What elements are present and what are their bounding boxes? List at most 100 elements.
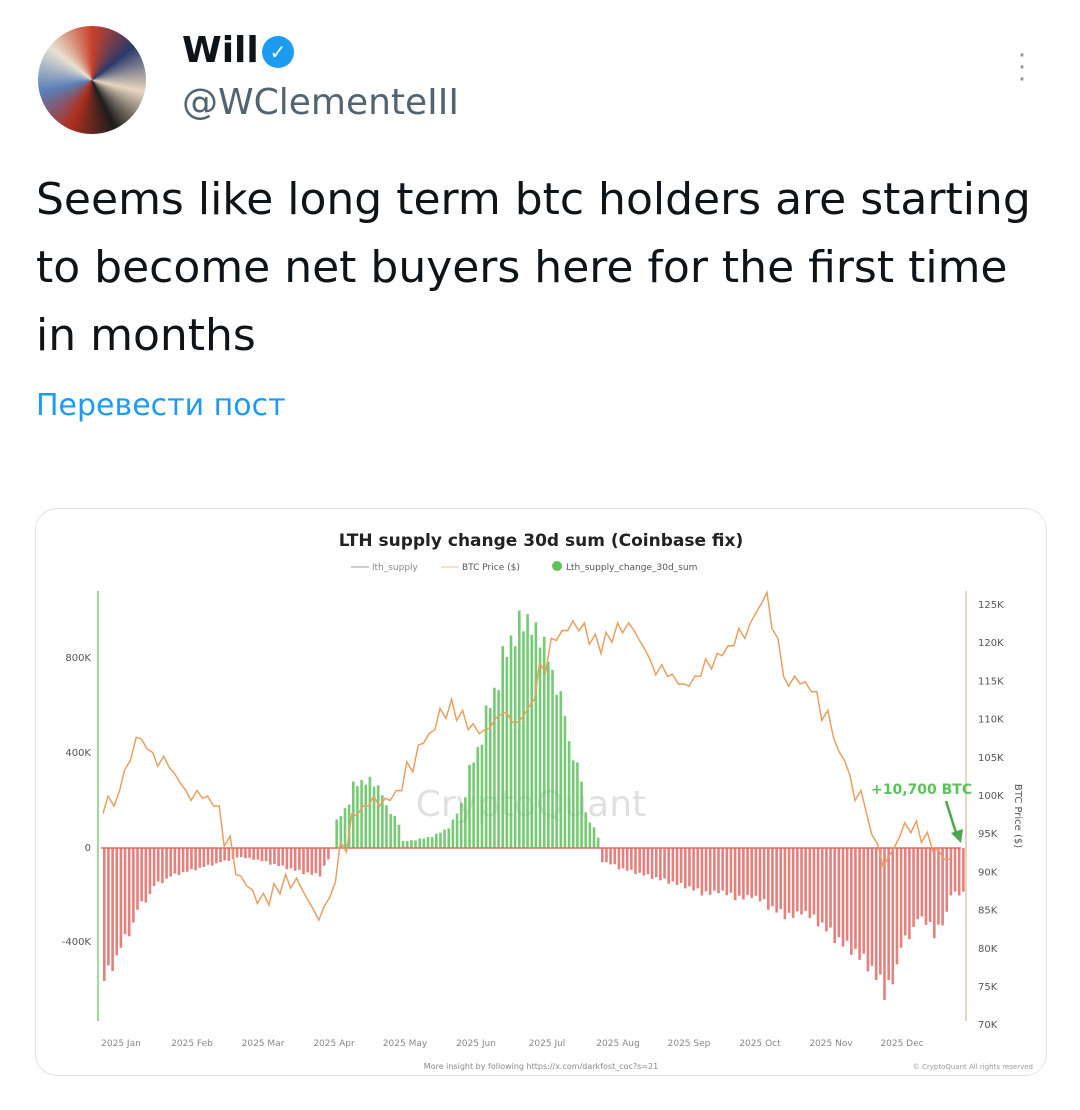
x-tick: 2025 Nov	[809, 1039, 853, 1049]
bar	[625, 848, 629, 871]
right-axis-label: BTC Price ($)	[1012, 784, 1023, 848]
bar	[289, 848, 293, 869]
left-tick: 400K	[65, 748, 91, 759]
bar	[820, 848, 824, 923]
bar	[621, 848, 625, 869]
legend-price: BTC Price ($)	[462, 563, 520, 573]
author-handle[interactable]: @WClementeIII	[182, 82, 460, 123]
left-tick: 0	[85, 843, 91, 854]
bar	[389, 814, 392, 848]
bar	[509, 635, 513, 848]
bar	[642, 848, 646, 876]
bar	[522, 631, 525, 848]
bar	[156, 848, 160, 882]
bar	[410, 840, 413, 848]
chart-footer: More insight by following https://x.com/…	[424, 1062, 658, 1071]
bar	[103, 848, 106, 981]
bar	[202, 848, 206, 867]
bar	[476, 747, 480, 848]
bar	[273, 848, 276, 865]
bar	[347, 804, 351, 848]
bar	[791, 848, 795, 918]
right-tick: 115K	[978, 676, 1004, 687]
x-tick: 2025 Jan	[101, 1039, 141, 1049]
bar	[215, 848, 218, 864]
bar	[754, 848, 758, 896]
bar	[862, 848, 866, 954]
bar	[430, 837, 434, 848]
bar	[775, 848, 778, 913]
avatar[interactable]	[38, 26, 146, 134]
bar	[962, 848, 965, 892]
bar	[663, 848, 666, 879]
bar	[194, 848, 197, 871]
bar	[285, 848, 289, 870]
bar	[401, 840, 405, 848]
bar	[144, 848, 148, 903]
bar	[223, 848, 226, 861]
bar	[169, 848, 172, 877]
bar	[891, 848, 895, 985]
bar	[186, 848, 189, 872]
bar	[841, 848, 845, 947]
bar	[190, 848, 193, 870]
bar	[115, 848, 119, 956]
left-tick: 800K	[65, 653, 91, 664]
bar	[414, 840, 417, 848]
bar	[422, 838, 426, 848]
bar	[895, 848, 899, 965]
tweet-text: Seems like long term btc holders are sta…	[36, 174, 1031, 361]
more-vertical-icon[interactable]: · · ·	[1017, 41, 1027, 95]
bar	[746, 848, 749, 896]
x-tick: 2025 Jun	[456, 1039, 496, 1049]
bar	[493, 687, 496, 848]
bar	[123, 848, 127, 935]
bar	[314, 848, 318, 874]
bar	[281, 848, 285, 866]
bar	[750, 848, 753, 898]
bar	[551, 669, 554, 848]
bar	[298, 848, 301, 870]
bar	[327, 848, 330, 860]
bar	[368, 776, 372, 848]
bar	[518, 610, 521, 848]
x-tick: 2025 Mar	[242, 1039, 285, 1049]
bar	[397, 824, 401, 848]
bar	[534, 622, 538, 848]
legend-lth: lth_supply	[372, 563, 419, 573]
bar	[165, 848, 168, 879]
bar	[845, 848, 849, 941]
author-name[interactable]: Will	[182, 30, 259, 71]
bar	[559, 691, 563, 848]
bar	[555, 694, 558, 848]
bar	[762, 848, 766, 900]
bar	[816, 848, 820, 927]
bar	[737, 848, 741, 896]
bar	[825, 848, 828, 932]
bar	[879, 848, 882, 975]
bar	[601, 848, 604, 863]
bar	[435, 833, 438, 848]
bar	[484, 705, 488, 848]
bar	[364, 784, 368, 848]
bar	[887, 848, 890, 981]
bar	[916, 848, 919, 920]
bar	[426, 837, 430, 848]
legend-change: Lth_supply_change_30d_sum	[566, 563, 697, 573]
x-tick: 2025 Oct	[739, 1039, 781, 1049]
bar	[783, 848, 787, 920]
bar	[796, 848, 799, 912]
bar	[356, 786, 359, 848]
chart-image[interactable]: LTH supply change 30d sum (Coinbase fix)…	[35, 508, 1047, 1076]
bar	[385, 805, 388, 848]
bar	[630, 848, 633, 870]
translate-link[interactable]: Перевести пост	[36, 388, 286, 423]
bar	[671, 848, 675, 882]
bar	[945, 848, 949, 912]
bar	[758, 848, 762, 902]
bar	[439, 832, 442, 848]
bar	[277, 848, 280, 867]
bar	[152, 848, 156, 886]
bar	[779, 848, 783, 910]
bar	[293, 848, 297, 871]
